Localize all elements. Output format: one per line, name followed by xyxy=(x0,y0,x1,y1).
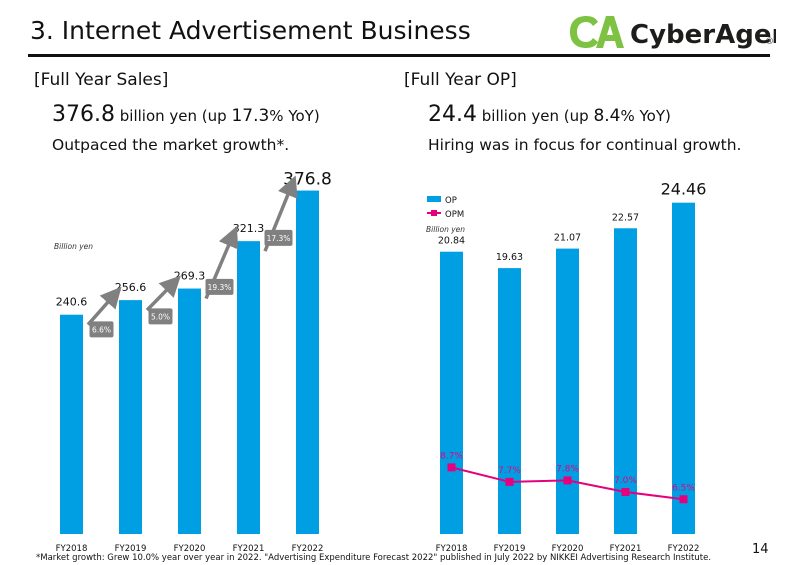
growth-badge-label: 5.0% xyxy=(151,312,170,321)
op-x-tick-label: FY2020 xyxy=(552,544,584,554)
op-heading: [Full Year OP] xyxy=(404,70,517,90)
op-note: Hiring was in focus for continual growth… xyxy=(428,136,742,154)
sales-bar xyxy=(178,288,201,534)
sales-value-label: 269.3 xyxy=(174,270,206,283)
op-x-tick-label: FY2018 xyxy=(436,544,468,554)
growth-badge xyxy=(264,229,293,246)
sales-bar xyxy=(60,314,83,534)
sales-x-tick-label: FY2022 xyxy=(292,544,324,554)
sales-y-axis-label: Billion yen xyxy=(54,242,93,251)
sales-note: Outpaced the market growth*. xyxy=(52,136,290,154)
sales-x-tick-label: FY2020 xyxy=(174,544,206,554)
title-divider xyxy=(28,54,770,57)
logo-wordmark: CyberAgent xyxy=(630,20,776,50)
sales-heading: [Full Year Sales] xyxy=(34,70,169,90)
opm-marker xyxy=(621,488,630,496)
op-bar xyxy=(440,251,463,534)
op-value-label: 21.07 xyxy=(554,233,581,244)
legend-op-swatch xyxy=(427,196,441,202)
slide-title: 3. Internet Advertisement Business xyxy=(30,16,471,45)
legend-opm-label: OPM xyxy=(445,210,464,220)
opm-value-label: 7.7% xyxy=(498,466,521,476)
op-y-axis-label: Billion yen xyxy=(426,225,465,234)
opm-marker xyxy=(447,463,456,472)
op-bar xyxy=(498,268,521,534)
sales-x-tick-label: FY2021 xyxy=(233,544,265,554)
opm-value-label: 7.0% xyxy=(614,476,637,486)
sales-value-label: 321.3 xyxy=(233,222,265,235)
op-growth: 8.4 xyxy=(593,106,621,126)
growth-arrow xyxy=(86,286,122,326)
op-x-tick-label: FY2021 xyxy=(610,544,642,554)
sales-value-label: 256.6 xyxy=(115,281,147,294)
page-number: 14 xyxy=(752,542,769,557)
op-summary: 24.4 billion yen (up 8.4% YoY) xyxy=(428,102,671,127)
sales-bar xyxy=(237,241,260,534)
sales-growth-suffix: % YoY) xyxy=(269,107,320,125)
sales-unit: billion yen (up xyxy=(114,107,232,125)
registered-mark: ® xyxy=(765,37,774,47)
sales-bar xyxy=(296,190,319,534)
op-value-label: 19.63 xyxy=(496,252,523,263)
growth-badge xyxy=(205,278,234,295)
growth-badge xyxy=(89,321,114,338)
op-bar xyxy=(672,202,695,535)
sales-value: 376.8 xyxy=(52,102,115,127)
op-bar xyxy=(556,248,579,534)
growth-badge-label: 19.3% xyxy=(208,283,232,292)
sales-growth: 17.3 xyxy=(231,106,270,126)
op-unit: billion yen (up xyxy=(476,107,594,125)
op-value-label: 24.46 xyxy=(661,180,707,199)
sales-chart: Billion yen 240.6 FY2018 256.6 FY2019 269.3 FY… xyxy=(54,170,332,554)
opm-marker xyxy=(563,476,572,485)
footnote: *Market growth: Grew 10.0% year over yea… xyxy=(36,553,712,563)
op-chart: OP OPM Billion yen 20.84 FY2018 19.63 FY2019 21… xyxy=(426,180,707,554)
growth-arrow xyxy=(145,275,181,312)
op-x-tick-label: FY2022 xyxy=(668,544,700,554)
opm-value-label: 8.7% xyxy=(440,451,463,461)
opm-marker xyxy=(679,495,688,504)
growth-badge-label: 17.3% xyxy=(267,234,291,243)
opm-value-label: 6.5% xyxy=(672,483,695,493)
growth-badge-label: 6.6% xyxy=(92,325,111,334)
sales-value-label: 240.6 xyxy=(56,296,88,309)
op-bar xyxy=(614,228,637,534)
growth-badge xyxy=(148,308,173,325)
sales-summary: 376.8 billion yen (up 17.3% YoY) xyxy=(52,102,320,127)
sales-x-tick-label: FY2018 xyxy=(56,544,88,554)
legend-opm-marker xyxy=(431,210,437,216)
sales-x-tick-label: FY2019 xyxy=(115,544,147,554)
op-value-label: 20.84 xyxy=(438,236,465,247)
op-value: 24.4 xyxy=(428,102,477,127)
opm-value-label: 7.8% xyxy=(556,464,579,474)
legend-op-label: OP xyxy=(445,196,457,206)
op-value-label: 22.57 xyxy=(612,212,639,223)
sales-bar xyxy=(119,300,142,534)
opm-marker xyxy=(505,477,514,486)
cyberagent-logo: CyberAgent ® xyxy=(570,16,776,50)
op-x-tick-label: FY2019 xyxy=(494,544,526,554)
op-growth-suffix: % YoY) xyxy=(620,107,671,125)
